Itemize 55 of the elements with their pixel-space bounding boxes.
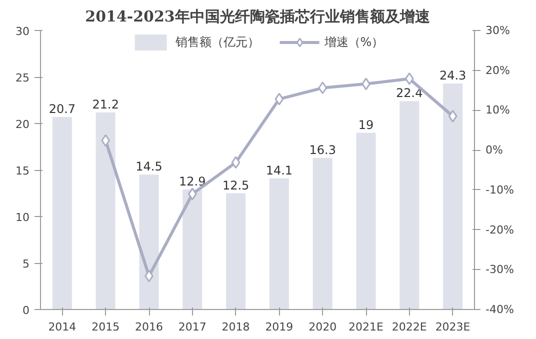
y-tick-label: 5 bbox=[22, 258, 30, 270]
x-tick-label: 2021E bbox=[348, 320, 384, 334]
y2-tick-label: -10% bbox=[486, 183, 514, 196]
data-label: 12.9 bbox=[179, 174, 206, 189]
legend-label: 增速（%） bbox=[324, 34, 384, 50]
point bbox=[231, 156, 240, 169]
y-tick-label: 15 bbox=[16, 164, 30, 178]
data-label: 12.5 bbox=[222, 178, 250, 192]
y2-tick-label: 10% bbox=[486, 104, 510, 117]
bar bbox=[400, 101, 420, 310]
data-label: 14.1 bbox=[266, 163, 293, 178]
x-tick-label: 2015 bbox=[92, 320, 120, 334]
x-tick-label: 2022E bbox=[392, 320, 427, 334]
y2-tick-label: -40% bbox=[486, 303, 514, 316]
x-tick-label: 2018 bbox=[222, 320, 250, 334]
y-tick-label: 30 bbox=[16, 25, 30, 38]
point bbox=[318, 82, 328, 94]
y2-tick-label: 20% bbox=[486, 64, 510, 77]
legend-label: 销售额（亿元） bbox=[175, 34, 260, 50]
chart-title: 2014-2023年中国光纤陶瓷插芯行业销售额及增速 bbox=[85, 8, 431, 26]
data-label: 14.5 bbox=[136, 160, 162, 174]
y-tick-label: 0 bbox=[22, 304, 30, 317]
y2-tick-label: 0% bbox=[486, 144, 503, 157]
point bbox=[274, 92, 284, 106]
data-label: 22.4 bbox=[396, 86, 423, 100]
data-label: 20.7 bbox=[48, 102, 76, 116]
y-tick-label: 25 bbox=[16, 72, 30, 84]
bar bbox=[52, 116, 72, 310]
bar bbox=[139, 174, 159, 310]
point bbox=[188, 188, 197, 200]
data-label: 16.3 bbox=[309, 142, 336, 157]
point bbox=[404, 72, 414, 85]
data-label: 19 bbox=[358, 118, 374, 132]
x-tick-label: 2019 bbox=[265, 320, 294, 334]
data-label: 21.2 bbox=[92, 97, 119, 112]
x-tick-label: 2016 bbox=[135, 320, 164, 334]
y2-tick-label: 30% bbox=[486, 24, 510, 37]
x-tick-label: 2020 bbox=[308, 320, 337, 334]
y-tick-label: 20 bbox=[16, 118, 30, 131]
point bbox=[448, 110, 458, 122]
x-tick-label: 2023E bbox=[435, 320, 470, 334]
data-label: 24.3 bbox=[439, 68, 466, 83]
bar bbox=[226, 193, 246, 310]
bar bbox=[443, 84, 463, 310]
bar bbox=[269, 178, 289, 310]
bar bbox=[182, 190, 202, 310]
x-tick-label: 2017 bbox=[178, 320, 206, 334]
point bbox=[101, 134, 110, 147]
y-tick-label: 10 bbox=[16, 211, 30, 224]
bar bbox=[312, 158, 332, 310]
y2-tick-label: -20% bbox=[486, 223, 514, 236]
x-tick-label: 2014 bbox=[48, 320, 76, 334]
bar bbox=[356, 132, 376, 310]
bar bbox=[96, 112, 116, 310]
y2-tick-label: -30% bbox=[486, 263, 514, 276]
